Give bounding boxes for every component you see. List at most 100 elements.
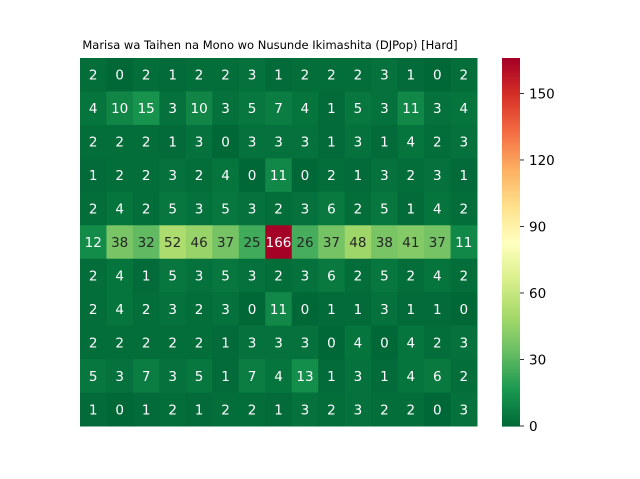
cell-value-label: 38 — [376, 235, 393, 251]
heatmap-cell — [424, 91, 452, 126]
cell-value-label: 3 — [115, 369, 124, 385]
cell-value-label: 0 — [248, 302, 257, 318]
cell-value-label: 37 — [429, 235, 446, 251]
colorbar-segment — [502, 338, 520, 342]
heatmap-cell — [424, 124, 452, 159]
cell-value-label: 4 — [433, 202, 442, 218]
heatmap-cell — [318, 258, 346, 293]
heatmap-cell — [265, 191, 293, 226]
heatmap-cell — [80, 58, 107, 92]
colorbar-segment — [502, 159, 520, 163]
colorbar-segment — [502, 357, 520, 360]
cell-value-label: 1 — [407, 302, 416, 318]
cell-value-label: 5 — [168, 202, 177, 218]
colorbar-segment — [502, 239, 520, 243]
heatmap-cell — [450, 225, 478, 260]
colorbar-segment — [502, 276, 520, 280]
colorbar-tick-label: 120 — [529, 153, 555, 169]
heatmap-cell — [132, 292, 160, 327]
colorbar-tick-label: 90 — [529, 219, 546, 235]
colorbar-segment — [502, 74, 520, 77]
colorbar-segment — [502, 200, 520, 204]
colorbar-segment — [502, 170, 520, 174]
heatmap-cell — [159, 359, 187, 394]
heatmap-cell — [106, 124, 134, 159]
cell-value-label: 1 — [407, 68, 416, 84]
heatmap-cell — [291, 225, 319, 260]
cell-value-label: 3 — [168, 101, 177, 117]
cell-value-label: 1 — [433, 302, 442, 318]
colorbar-segment — [502, 191, 520, 195]
heatmap-cell — [80, 191, 107, 226]
cell-value-label: 3 — [354, 369, 363, 385]
colorbar-segment — [502, 396, 520, 399]
cell-value-label: 0 — [221, 135, 230, 151]
heatmap-cell — [212, 191, 240, 226]
colorbar-segment — [502, 363, 520, 367]
cell-value-label: 3 — [221, 101, 230, 117]
cell-value-label: 3 — [380, 68, 389, 84]
heatmap-cell — [265, 225, 293, 260]
cell-value-label: 1 — [459, 168, 468, 184]
heatmap-cell — [344, 292, 372, 327]
heatmap-cell — [212, 325, 240, 360]
colorbar-segment — [502, 129, 520, 133]
colorbar-segment — [502, 419, 520, 422]
colorbar-segment — [502, 106, 520, 110]
heatmap-cell — [318, 191, 346, 226]
heatmap-cell — [397, 124, 425, 159]
colorbar-segment — [502, 117, 520, 121]
colorbar-segment — [502, 297, 520, 301]
heatmap-cell — [238, 325, 266, 360]
colorbar-segment — [502, 173, 520, 176]
colorbar-segment — [502, 262, 520, 266]
heatmap-cell — [344, 58, 372, 92]
heatmap-cell — [238, 359, 266, 394]
cell-value-label: 0 — [380, 335, 389, 351]
cell-value-label: 12 — [85, 235, 102, 251]
colorbar-segment — [502, 283, 520, 287]
cell-value-label: 3 — [459, 402, 468, 418]
heatmap-cell — [80, 292, 107, 327]
cell-value-label: 4 — [115, 202, 124, 218]
heatmap-cell — [424, 325, 452, 360]
colorbar-segment — [502, 412, 520, 416]
colorbar-segment — [502, 92, 520, 96]
heatmap-cell — [132, 359, 160, 394]
cell-value-label: 1 — [142, 402, 151, 418]
heatmap-cell — [212, 258, 240, 293]
heatmap-cell — [159, 191, 187, 226]
cell-value-label: 2 — [142, 335, 151, 351]
colorbar-tick-label: 60 — [529, 286, 546, 302]
colorbar-segment — [502, 99, 520, 103]
heatmap-cell — [291, 191, 319, 226]
cell-value-label: 48 — [349, 235, 366, 251]
heatmap-cell — [397, 158, 425, 193]
cell-value-label: 2 — [221, 68, 230, 84]
cell-value-label: 2 — [142, 135, 151, 151]
colorbar-segment — [502, 225, 520, 229]
colorbar-segment — [502, 216, 520, 220]
colorbar-segment — [502, 389, 520, 393]
heatmap-cell — [291, 258, 319, 293]
cell-value-label: 3 — [301, 268, 310, 284]
heatmap-cell — [424, 225, 452, 260]
colorbar-segment — [502, 377, 520, 381]
cell-value-label: 4 — [433, 268, 442, 284]
colorbar-segment — [502, 152, 520, 156]
colorbar-tick-label: 30 — [529, 352, 546, 368]
cell-value-label: 1 — [168, 68, 177, 84]
cell-value-label: 1 — [221, 369, 230, 385]
colorbar-segment — [502, 260, 520, 264]
cell-value-label: 15 — [138, 101, 155, 117]
colorbar-segment — [502, 90, 520, 94]
heatmap-cell — [238, 91, 266, 126]
cell-value-label: 2 — [354, 268, 363, 284]
heatmap-cell — [265, 392, 293, 427]
cell-value-label: 2 — [407, 168, 416, 184]
colorbar-segment — [502, 398, 520, 402]
heatmap-cell — [424, 359, 452, 394]
colorbar-segment — [502, 313, 520, 317]
colorbar-segment — [502, 87, 520, 91]
heatmap-cell — [291, 158, 319, 193]
